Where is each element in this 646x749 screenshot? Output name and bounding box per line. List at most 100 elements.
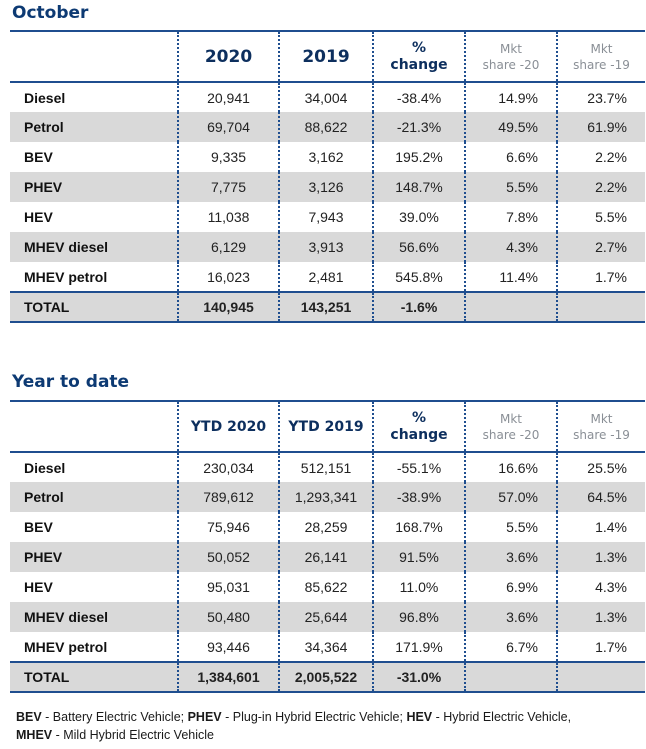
- legend-phev-abbr: PHEV: [187, 710, 222, 724]
- table-row: MHEV petrol 93,446 34,364 171.9% 6.7% 1.…: [10, 632, 645, 662]
- year2-value: 85,622: [279, 572, 374, 602]
- change-value: 91.5%: [373, 542, 466, 572]
- share1-header: Mkt share -20: [465, 30, 558, 83]
- row-label: MHEV petrol: [10, 632, 179, 662]
- change-value: 148.7%: [373, 172, 466, 202]
- year2-value: 2,481: [279, 262, 374, 292]
- row-label: PHEV: [10, 172, 179, 202]
- row-label-header: [10, 30, 179, 83]
- october-table: 2020 2019 % change Mkt share -20 Mkt share …: [10, 30, 645, 323]
- ytd-table: YTD 2020 YTD 2019 % change Mkt share -20 M…: [10, 400, 645, 693]
- row-label: BEV: [10, 142, 179, 172]
- row-label-header: [10, 400, 179, 453]
- october-header-row: 2020 2019 % change Mkt share -20 Mkt share …: [10, 30, 645, 83]
- change-header-line2: change: [390, 426, 448, 443]
- table-row: MHEV diesel 6,129 3,913 56.6% 4.3% 2.7%: [10, 232, 645, 262]
- share2-header-line2: share -19: [573, 427, 630, 442]
- year1-value: 93,446: [178, 632, 280, 662]
- year1-header: 2020: [178, 30, 280, 83]
- october-title: October: [12, 3, 89, 23]
- table-row: PHEV 7,775 3,126 148.7% 5.5% 2.2%: [10, 172, 645, 202]
- row-label: Petrol: [10, 482, 179, 512]
- year1-value: 95,031: [178, 572, 280, 602]
- change-value: 56.6%: [373, 232, 466, 262]
- year2-value: 88,622: [279, 112, 374, 142]
- share1-value: 57.0%: [465, 482, 558, 512]
- legend-phev-text: - Plug-in Hybrid Electric Vehicle;: [221, 710, 407, 724]
- row-label: PHEV: [10, 542, 179, 572]
- share2-header-line1: Mkt: [590, 411, 613, 426]
- share1-value: 16.6%: [465, 452, 558, 482]
- change-value: 171.9%: [373, 632, 466, 662]
- share2-value: 1.7%: [595, 638, 627, 655]
- total-year1: 1,384,601: [178, 661, 280, 693]
- year2-value: 3,126: [279, 172, 374, 202]
- total-year1: 140,945: [178, 291, 280, 323]
- row-label: HEV: [10, 202, 179, 232]
- year2-value: 34,004: [279, 82, 374, 112]
- share2-value: 1.3%: [557, 542, 645, 572]
- row-label: MHEV petrol: [10, 262, 179, 292]
- share1-value: 6.6%: [465, 142, 558, 172]
- share1-value: 4.3%: [465, 232, 558, 262]
- year2-value: 28,259: [279, 512, 374, 542]
- year1-value: 6,129: [178, 232, 280, 262]
- year2-header: 2019: [279, 30, 374, 83]
- total-row: TOTAL 1,384,601 2,005,522 -31.0%: [10, 661, 645, 693]
- row-label: Diesel: [10, 452, 179, 482]
- row-label: BEV: [10, 512, 179, 542]
- total-year2: 143,251: [279, 291, 374, 323]
- table-row: Petrol 789,612 1,293,341 -38.9% 57.0% 64…: [10, 482, 645, 512]
- share2-value: 1.4%: [595, 519, 627, 535]
- table-row: BEV 75,946 28,259 168.7% 5.5% 1.4%: [10, 512, 645, 542]
- change-value: 11.0%: [373, 572, 466, 602]
- total-label: TOTAL: [10, 291, 179, 323]
- table-row: Petrol 69,704 88,622 -21.3% 49.5% 61.9%: [10, 112, 645, 142]
- table-row: MHEV diesel 50,480 25,644 96.8% 3.6% 1.3…: [10, 602, 645, 632]
- share1-header: Mkt share -20: [465, 400, 558, 453]
- share2-value: 4.3%: [595, 579, 627, 595]
- change-value: 195.2%: [373, 142, 466, 172]
- change-value: -21.3%: [373, 112, 466, 142]
- total-share2: [557, 291, 645, 323]
- share2-header-line1: Mkt: [590, 41, 613, 56]
- change-header-line1: %: [411, 39, 427, 56]
- table-row: HEV 11,038 7,943 39.0% 7.8% 5.5%: [10, 202, 645, 232]
- change-header-line2: change: [390, 56, 448, 73]
- abbreviation-legend: BEV - Battery Electric Vehicle; PHEV - P…: [16, 708, 636, 744]
- row-label: Diesel: [10, 82, 179, 112]
- change-value: 545.8%: [373, 262, 466, 292]
- legend-hev-abbr: HEV: [406, 710, 433, 724]
- row-label: HEV: [10, 572, 179, 602]
- share1-value: 14.9%: [465, 82, 558, 112]
- year2-header: YTD 2019: [279, 400, 374, 453]
- share1-value: 5.5%: [465, 512, 558, 542]
- change-header: % change: [373, 30, 466, 83]
- year2-value: 3,913: [279, 232, 374, 262]
- year2-value: 7,943: [279, 202, 374, 232]
- share2-value: 2.2%: [557, 172, 645, 202]
- year1-value: 16,023: [178, 262, 280, 292]
- table-row: MHEV petrol 16,023 2,481 545.8% 11.4% 1.…: [10, 262, 645, 292]
- share2-value: 23.7%: [587, 89, 627, 106]
- total-change: -1.6%: [373, 291, 466, 323]
- table-row: Diesel 230,034 512,151 -55.1% 16.6% 25.5…: [10, 452, 645, 482]
- change-value: 39.0%: [373, 202, 466, 232]
- year2-value: 25,644: [279, 602, 374, 632]
- share2-value: 61.9%: [557, 112, 645, 142]
- share1-value: 6.7%: [465, 632, 558, 662]
- ytd-header-row: YTD 2020 YTD 2019 % change Mkt share -20 M…: [10, 400, 645, 453]
- share2-value: 2.2%: [595, 149, 627, 165]
- share1-value: 49.5%: [465, 112, 558, 142]
- change-value: -55.1%: [373, 452, 466, 482]
- year1-value: 7,775: [178, 172, 280, 202]
- year1-header: YTD 2020: [178, 400, 280, 453]
- total-share1: [465, 661, 558, 693]
- row-label: MHEV diesel: [10, 232, 179, 262]
- share1-value: 6.9%: [465, 572, 558, 602]
- ytd-title: Year to date: [12, 372, 130, 392]
- share2-value: 64.5%: [557, 482, 645, 512]
- share1-header-line1: Mkt: [499, 411, 522, 426]
- total-label: TOTAL: [10, 661, 179, 693]
- share2-header: Mkt share -19: [557, 30, 645, 83]
